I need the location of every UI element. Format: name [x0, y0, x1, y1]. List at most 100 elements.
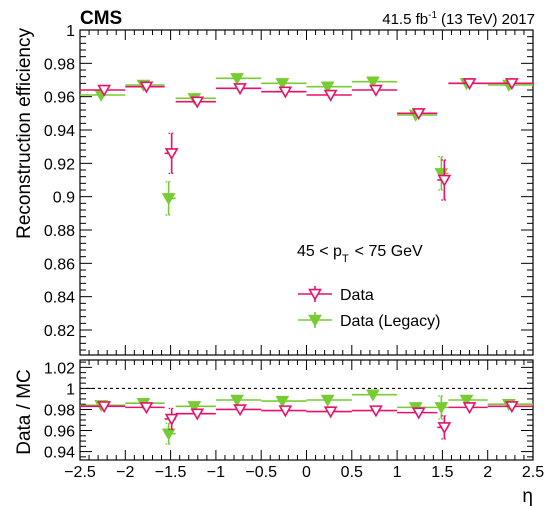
y-tick-label: 0.98 [44, 402, 75, 419]
legacy-point [261, 78, 307, 91]
data-marker [504, 78, 519, 91]
legacy-point [306, 394, 352, 407]
data-point [164, 407, 179, 431]
legacy-point [351, 389, 398, 402]
y-tick-label: 0.96 [44, 90, 75, 107]
pt-range-right: < 75 GeV [355, 243, 423, 260]
x-tick-label: −0.5 [245, 464, 277, 481]
data-point [80, 84, 126, 97]
x-tick-label: 0.5 [341, 464, 363, 481]
data-point [164, 132, 179, 175]
y-tick-label: 1 [66, 381, 75, 398]
data-marker [323, 406, 338, 419]
ratio-panel: 0.94 0.96 0.98 1 1.02 −2.5 −2 −1.5 −1 −0.5 0 0.5 1 1.… [44, 359, 544, 481]
x-tick-label: −1 [207, 464, 225, 481]
legacy-point [434, 155, 449, 191]
y-tick-label: 0.94 [44, 123, 75, 140]
data-point [175, 96, 216, 109]
data-marker [411, 108, 426, 121]
data-point [487, 78, 533, 91]
data-marker [139, 81, 154, 94]
data-marker [462, 78, 477, 91]
y-tick-label: 1.02 [44, 360, 75, 377]
legacy-marker [320, 81, 335, 94]
legacy-point [351, 76, 398, 89]
data-marker [97, 401, 112, 414]
data-point [437, 159, 452, 201]
legend-marker [308, 314, 322, 327]
legacy-marker [230, 394, 244, 407]
data-marker [233, 404, 247, 417]
legacy-point [306, 81, 352, 94]
legacy-point [161, 180, 176, 216]
data-point [487, 401, 533, 414]
data-point [215, 404, 262, 417]
data-point [448, 402, 488, 415]
data-point [125, 402, 165, 415]
top-y-axis-title: Reconstruction efficiency [14, 28, 35, 239]
legend-marker [308, 288, 322, 301]
legacy-marker [366, 389, 380, 402]
data-marker [369, 84, 383, 97]
legacy-marker [230, 73, 244, 86]
legacy-marker [320, 394, 335, 407]
pt-range-left: 45 < p [297, 243, 342, 260]
y-tick-label: 0.9 [53, 190, 75, 207]
data-point [215, 83, 262, 96]
y-tick-label: 1 [66, 23, 75, 40]
legacy-marker [366, 76, 380, 89]
legend: 45 < pT < 75 GeV Data Data (Legacy) [297, 243, 441, 330]
y-tick-label: 0.86 [44, 256, 75, 273]
experiment-label: CMS [80, 8, 122, 29]
x-tick-label: −2 [116, 464, 134, 481]
data-marker [164, 413, 179, 426]
data-point [175, 408, 216, 421]
data-marker [139, 402, 154, 415]
x-axis-title: η [522, 486, 533, 506]
y-tick-label: 0.88 [44, 223, 75, 240]
data-point [80, 401, 126, 414]
y-tick-label: 0.84 [44, 290, 75, 307]
lumi-suffix: (13 TeV) 2017 [441, 11, 535, 28]
legacy-marker [275, 78, 290, 91]
legacy-point [448, 394, 488, 407]
data-marker [462, 402, 477, 415]
legacy-marker [161, 193, 176, 206]
y-tick-label: 0.98 [44, 56, 75, 73]
y-tick-label: 0.82 [44, 323, 75, 340]
legacy-point [261, 395, 307, 408]
data-point [125, 81, 165, 94]
lumi-exponent: -1 [428, 10, 437, 21]
legend-label-data: Data [340, 287, 374, 304]
legacy-point [161, 422, 176, 445]
legend-marker-data [298, 286, 332, 302]
data-marker [190, 408, 205, 421]
legend-label-legacy: Data (Legacy) [340, 313, 441, 330]
data-marker [369, 405, 383, 418]
data-marker [437, 422, 452, 435]
data-marker [278, 86, 293, 99]
y-tick-label: 0.96 [44, 424, 75, 441]
y-tick-label: 0.92 [44, 156, 75, 173]
data-marker [323, 89, 338, 102]
legacy-marker [187, 401, 202, 414]
data-marker [164, 148, 179, 161]
data-marker [190, 96, 205, 109]
luminosity-label: 41.5 fb-1 (13 TeV) 2017 [382, 10, 535, 28]
data-marker [411, 407, 426, 420]
data-point [437, 415, 452, 440]
x-tick-label: −2.5 [64, 464, 96, 481]
data-point [306, 89, 352, 102]
legacy-marker [275, 395, 290, 408]
legacy-marker [459, 394, 474, 407]
lumi-prefix: 41.5 fb [382, 11, 428, 28]
data-marker [437, 174, 452, 187]
data-marker [97, 84, 112, 97]
legacy-marker [434, 402, 449, 415]
legacy-point [434, 395, 449, 420]
data-point [397, 108, 438, 121]
y-tick-label: 0.94 [44, 445, 75, 462]
data-point [351, 84, 398, 97]
legacy-point [215, 394, 262, 407]
